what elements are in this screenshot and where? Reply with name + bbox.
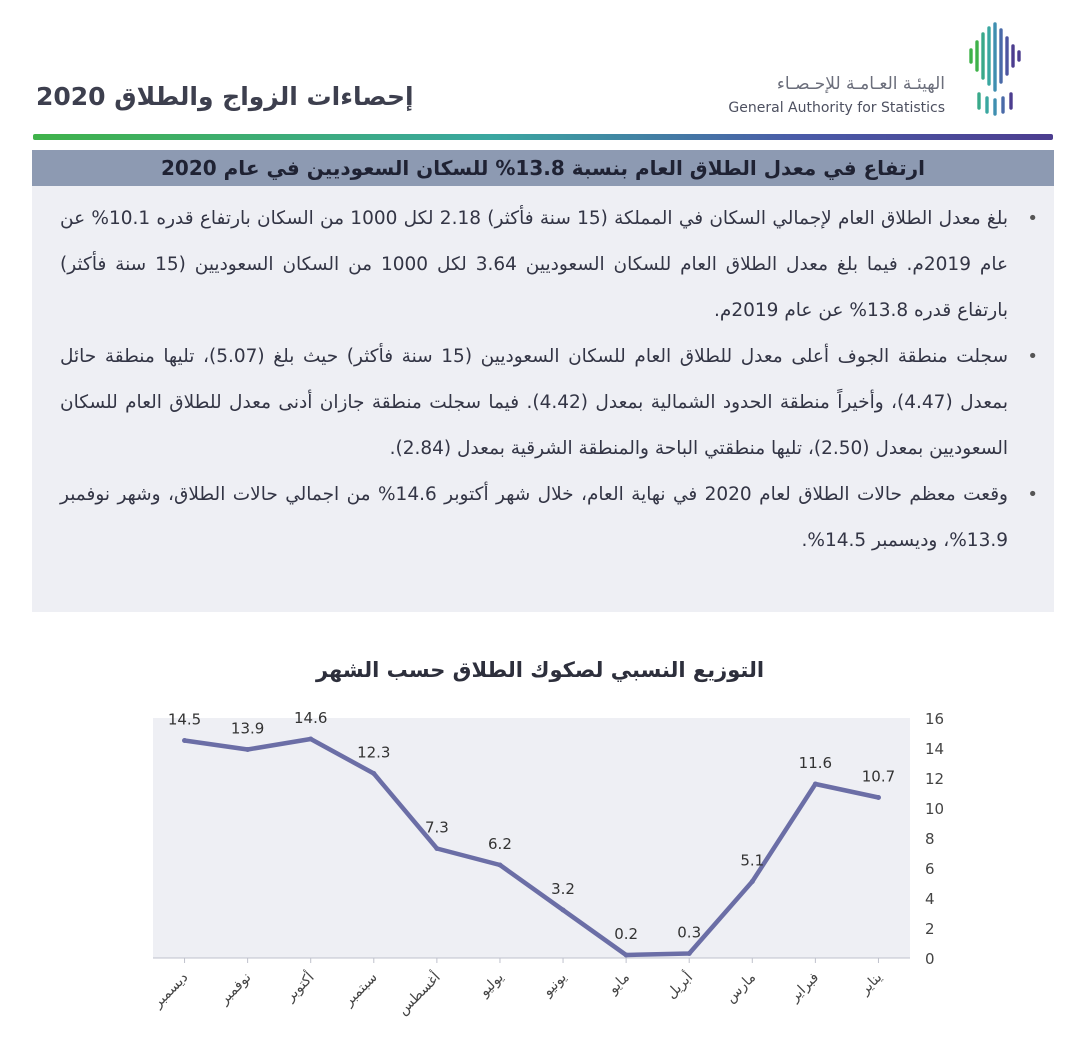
x-tick-label: فبراير — [786, 970, 822, 1006]
x-tick-label: أكتوبر — [280, 968, 317, 1005]
data-label: 11.6 — [799, 754, 832, 772]
y-tick-label: 10 — [925, 800, 944, 818]
data-label: 7.3 — [425, 819, 449, 837]
y-tick-label: 8 — [925, 830, 935, 848]
data-label: 5.1 — [740, 852, 764, 870]
bullet-text: سجلت منطقة الجوف أعلى معدل للطلاق العام … — [60, 346, 1008, 459]
header-gradient-rule — [33, 134, 1053, 140]
x-tick-label: سبتمبر — [340, 970, 380, 1010]
x-tick-label: مارس — [723, 970, 760, 1007]
chart-title: التوزيع النسبي لصكوك الطلاق حسب الشهر — [315, 658, 765, 682]
data-point — [812, 781, 818, 787]
bullet-dot-icon: • — [1027, 208, 1038, 229]
y-tick-label: 6 — [925, 860, 935, 878]
bullet-dot-icon: • — [1027, 484, 1038, 505]
data-point — [875, 795, 881, 800]
bullet-dot-icon: • — [1027, 346, 1038, 367]
x-tick-label: نوفمبر — [216, 970, 255, 1009]
data-label: 10.7 — [862, 768, 895, 786]
y-tick-label: 16 — [925, 710, 944, 728]
y-tick-label: 0 — [925, 950, 935, 968]
y-tick-label: 4 — [925, 890, 935, 908]
bullet-item: • سجلت منطقة الجوف أعلى معدل للطلاق العام… — [60, 334, 1042, 472]
x-tick-label: يناير — [856, 969, 885, 998]
data-label: 13.9 — [231, 720, 264, 738]
y-tick-label: 14 — [925, 740, 944, 758]
y-tick-label: 2 — [925, 920, 935, 938]
plot-area — [153, 718, 910, 958]
summary-bullets: • بلغ معدل الطلاق العام لإجمالي السكان في… — [32, 186, 1054, 564]
data-point — [686, 951, 692, 956]
x-tick-label: أغسطس — [393, 968, 443, 1018]
page-title: إحصاءات الزواج والطلاق 2020 — [36, 82, 414, 111]
bullet-item: • وقعت معظم حالات الطلاق لعام 2020 في نها… — [60, 472, 1042, 564]
data-point — [560, 907, 566, 913]
data-label: 14.5 — [168, 711, 201, 729]
data-point — [623, 952, 629, 958]
data-label: 14.6 — [294, 709, 327, 727]
data-point — [497, 862, 503, 868]
summary-heading: ارتفاع في معدل الطلاق العام بنسبة 13.8% … — [32, 150, 1054, 186]
data-label: 6.2 — [488, 835, 512, 853]
gastat-logo: الهيئـة العـامـة للإحـصـاء General Autho… — [728, 20, 1025, 120]
x-tick-label: يونيو — [539, 969, 570, 1000]
data-label: 0.3 — [677, 924, 701, 942]
data-point — [182, 738, 188, 743]
x-tick-label: يوليو — [476, 969, 507, 1000]
monthly-divorce-line-chart: 0 2 4 6 8 10 12 14 16 ديسمبر نوفمبر أكتوبر سبتمبر أغ… — [149, 709, 944, 1018]
data-label: 0.2 — [614, 925, 638, 943]
data-point — [434, 846, 440, 851]
bullet-item: • بلغ معدل الطلاق العام لإجمالي السكان في… — [60, 196, 1042, 334]
x-tick-label: ديسمبر — [149, 970, 191, 1012]
bullet-text: وقعت معظم حالات الطلاق لعام 2020 في نهاي… — [60, 484, 1008, 551]
data-label: 12.3 — [357, 744, 390, 762]
data-point — [749, 879, 755, 884]
data-point — [371, 771, 377, 776]
data-label: 3.2 — [551, 880, 575, 898]
logo-arabic-name: الهيئـة العـامـة للإحـصـاء — [776, 74, 945, 94]
x-tick-label: مايو — [605, 970, 633, 998]
summary-panel: ارتفاع في معدل الطلاق العام بنسبة 13.8% … — [32, 150, 1054, 612]
x-tick-label: أبريل — [662, 968, 696, 1002]
data-point — [245, 747, 251, 752]
y-tick-label: 12 — [925, 770, 944, 788]
series-line — [182, 736, 881, 958]
bullet-text: بلغ معدل الطلاق العام لإجمالي السكان في … — [60, 208, 1009, 321]
logo-english-name: General Authority for Statistics — [728, 100, 945, 116]
data-point — [308, 736, 314, 742]
logo-mark-icon — [969, 22, 1021, 116]
